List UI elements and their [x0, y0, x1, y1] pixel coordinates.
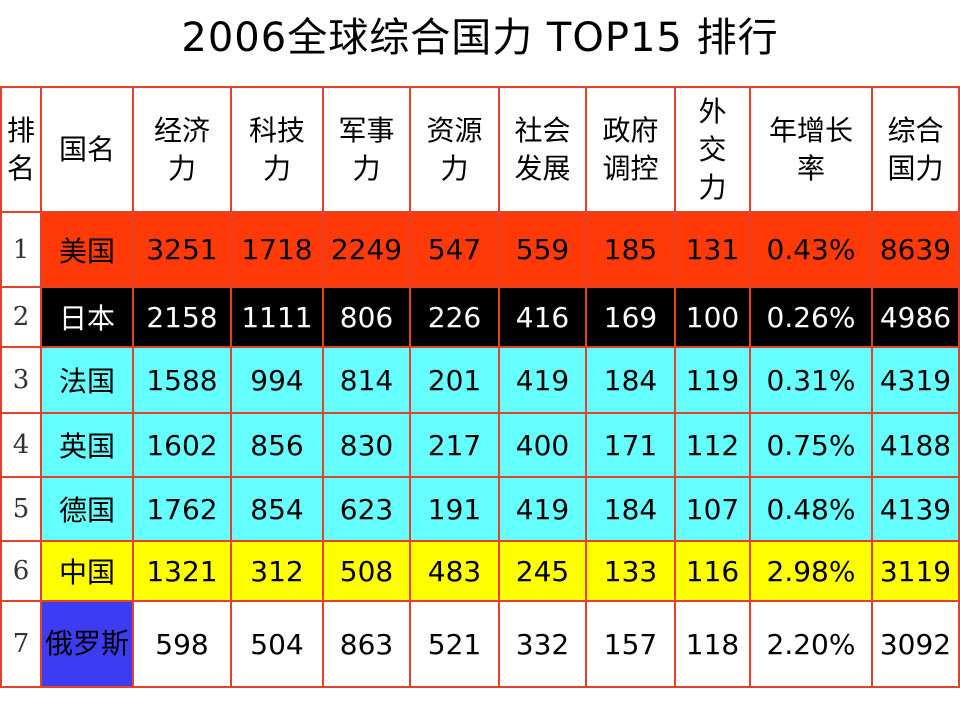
rank-cell: 3: [0, 346, 42, 414]
diplomacy-cell: 100: [674, 286, 751, 348]
government-cell: 184: [585, 476, 676, 542]
growth-cell: 0.43%: [749, 211, 873, 288]
header-total: 综合 国力: [871, 86, 960, 213]
tech-cell: 1718: [230, 211, 324, 288]
resources-cell: 483: [409, 540, 500, 602]
government-cell: 185: [585, 211, 676, 288]
rank-cell: 5: [0, 476, 42, 542]
total-cell: 4319: [871, 346, 960, 414]
growth-cell: 0.48%: [749, 476, 873, 542]
total-cell: 4188: [871, 412, 960, 478]
header-economy: 经济力: [132, 86, 232, 213]
country-cell: 中国: [40, 540, 134, 602]
table-row-usa: 1 美国 3251 1718 2249 547 559 185 131 0.43…: [0, 211, 960, 288]
growth-cell: 0.75%: [749, 412, 873, 478]
government-cell: 157: [585, 600, 676, 688]
resources-cell: 226: [409, 286, 500, 348]
table-row-uk: 4 英国 1602 856 830 217 400 171 112 0.75% …: [0, 412, 960, 478]
diplomacy-cell: 119: [674, 346, 751, 414]
social-cell: 419: [498, 476, 587, 542]
header-military: 军事力: [322, 86, 411, 213]
growth-cell: 2.98%: [749, 540, 873, 602]
government-cell: 169: [585, 286, 676, 348]
header-rank: 排名: [0, 86, 42, 213]
tech-cell: 1111: [230, 286, 324, 348]
diplomacy-cell: 116: [674, 540, 751, 602]
total-cell: 8639: [871, 211, 960, 288]
total-cell: 4139: [871, 476, 960, 542]
military-cell: 863: [322, 600, 411, 688]
government-cell: 184: [585, 346, 676, 414]
diplomacy-cell: 112: [674, 412, 751, 478]
rank-cell: 7: [0, 600, 42, 688]
economy-cell: 3251: [132, 211, 232, 288]
tech-cell: 312: [230, 540, 324, 602]
social-cell: 400: [498, 412, 587, 478]
table-row-japan: 2 日本 2158 1111 806 226 416 169 100 0.26%…: [0, 286, 960, 348]
growth-cell: 0.31%: [749, 346, 873, 414]
social-cell: 559: [498, 211, 587, 288]
military-cell: 814: [322, 346, 411, 414]
header-social: 社会 发展: [498, 86, 587, 213]
table-row-germany: 5 德国 1762 854 623 191 419 184 107 0.48% …: [0, 476, 960, 542]
social-cell: 332: [498, 600, 587, 688]
social-cell: 416: [498, 286, 587, 348]
tech-cell: 504: [230, 600, 324, 688]
rank-cell: 4: [0, 412, 42, 478]
resources-cell: 547: [409, 211, 500, 288]
header-resources: 资源力: [409, 86, 500, 213]
economy-cell: 1602: [132, 412, 232, 478]
resources-cell: 191: [409, 476, 500, 542]
ranking-table: 排名 国名 经济力 科技力 军事力 资源力 社会 发展 政府 调控 外交力 年增长率…: [0, 86, 960, 688]
table-row-china: 6 中国 1321 312 508 483 245 133 116 2.98% …: [0, 540, 960, 602]
tech-cell: 854: [230, 476, 324, 542]
resources-cell: 217: [409, 412, 500, 478]
diplomacy-cell: 131: [674, 211, 751, 288]
economy-cell: 2158: [132, 286, 232, 348]
economy-cell: 1762: [132, 476, 232, 542]
economy-cell: 1588: [132, 346, 232, 414]
header-diplomacy: 外交力: [674, 86, 751, 213]
government-cell: 171: [585, 412, 676, 478]
header-country: 国名: [40, 86, 134, 213]
table-row-france: 3 法国 1588 994 814 201 419 184 119 0.31% …: [0, 346, 960, 414]
economy-cell: 598: [132, 600, 232, 688]
total-cell: 4986: [871, 286, 960, 348]
country-cell: 英国: [40, 412, 134, 478]
military-cell: 623: [322, 476, 411, 542]
diplomacy-cell: 118: [674, 600, 751, 688]
header-growth: 年增长率: [749, 86, 873, 213]
tech-cell: 856: [230, 412, 324, 478]
growth-cell: 0.26%: [749, 286, 873, 348]
header-tech: 科技力: [230, 86, 324, 213]
country-cell: 美国: [40, 211, 134, 288]
table-row-russia: 7 俄罗斯 598 504 863 521 332 157 118 2.20% …: [0, 600, 960, 688]
total-cell: 3119: [871, 540, 960, 602]
rank-cell: 1: [0, 211, 42, 288]
country-cell: 法国: [40, 346, 134, 414]
rank-cell: 2: [0, 286, 42, 348]
military-cell: 830: [322, 412, 411, 478]
resources-cell: 201: [409, 346, 500, 414]
header-row: 排名 国名 经济力 科技力 军事力 资源力 社会 发展 政府 调控 外交力 年增长率…: [0, 86, 960, 213]
diplomacy-cell: 107: [674, 476, 751, 542]
header-government: 政府 调控: [585, 86, 676, 213]
military-cell: 806: [322, 286, 411, 348]
social-cell: 245: [498, 540, 587, 602]
country-cell: 俄罗斯: [40, 600, 134, 688]
page-title: 2006全球综合国力 TOP15 排行: [181, 15, 779, 61]
resources-cell: 521: [409, 600, 500, 688]
military-cell: 508: [322, 540, 411, 602]
total-cell: 3092: [871, 600, 960, 688]
military-cell: 2249: [322, 211, 411, 288]
government-cell: 133: [585, 540, 676, 602]
rank-cell: 6: [0, 540, 42, 602]
tech-cell: 994: [230, 346, 324, 414]
economy-cell: 1321: [132, 540, 232, 602]
country-cell: 德国: [40, 476, 134, 542]
social-cell: 419: [498, 346, 587, 414]
country-cell: 日本: [40, 286, 134, 348]
growth-cell: 2.20%: [749, 600, 873, 688]
